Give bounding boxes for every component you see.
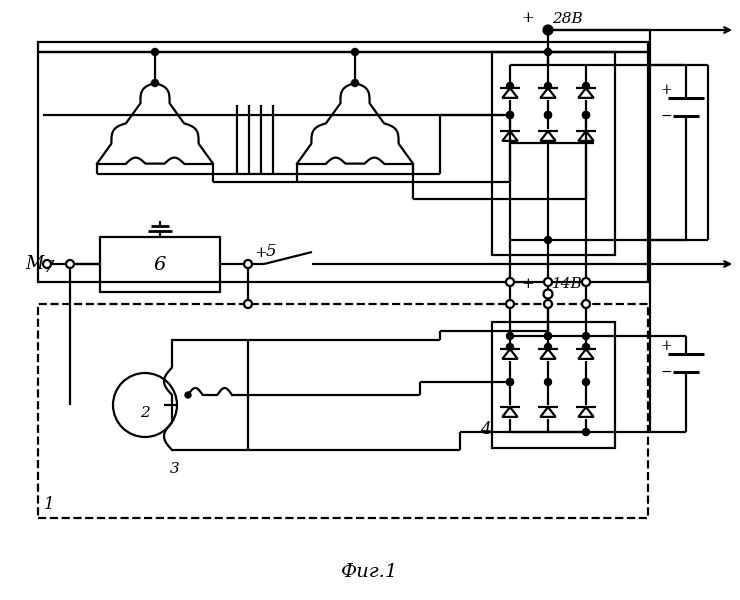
Circle shape — [352, 49, 358, 55]
Text: 6: 6 — [154, 256, 166, 274]
Circle shape — [545, 332, 551, 340]
Circle shape — [543, 289, 553, 298]
Circle shape — [506, 332, 514, 340]
Text: −: − — [660, 365, 672, 379]
Circle shape — [43, 260, 51, 268]
Circle shape — [582, 428, 590, 436]
Circle shape — [582, 300, 590, 308]
Text: 2: 2 — [140, 406, 150, 420]
Circle shape — [582, 82, 590, 89]
Bar — [38, 42, 648, 282]
Circle shape — [506, 343, 514, 350]
Circle shape — [506, 379, 514, 385]
Circle shape — [544, 278, 552, 286]
Circle shape — [545, 26, 551, 34]
Circle shape — [582, 278, 590, 286]
Circle shape — [545, 112, 551, 118]
Circle shape — [506, 379, 514, 385]
Circle shape — [506, 82, 514, 89]
Circle shape — [545, 112, 551, 118]
Bar — [492, 322, 615, 448]
Circle shape — [244, 300, 252, 308]
Circle shape — [185, 392, 191, 398]
Circle shape — [543, 25, 553, 34]
Text: M: M — [26, 255, 44, 273]
Circle shape — [545, 49, 551, 55]
Text: +: + — [521, 277, 534, 291]
Text: +: + — [660, 339, 672, 353]
Circle shape — [506, 278, 514, 286]
Circle shape — [582, 112, 590, 118]
Circle shape — [582, 343, 590, 350]
Text: Фиг.1: Фиг.1 — [341, 563, 399, 581]
Text: +: + — [521, 11, 534, 25]
Text: 4: 4 — [480, 421, 491, 438]
Circle shape — [152, 49, 158, 55]
Circle shape — [66, 260, 74, 268]
Circle shape — [545, 82, 551, 89]
Circle shape — [582, 379, 590, 385]
Circle shape — [545, 379, 551, 385]
Circle shape — [582, 332, 590, 340]
Text: +: + — [660, 83, 672, 97]
Circle shape — [545, 332, 551, 340]
Text: 14В: 14В — [552, 277, 583, 291]
Text: 28В: 28В — [552, 12, 583, 26]
Text: 1: 1 — [44, 496, 55, 513]
Bar — [38, 304, 648, 518]
Circle shape — [506, 112, 514, 118]
Text: 5: 5 — [266, 243, 277, 260]
Circle shape — [244, 260, 252, 268]
Circle shape — [582, 112, 590, 118]
Bar — [492, 52, 615, 255]
Circle shape — [506, 300, 514, 308]
Text: 3: 3 — [170, 462, 180, 476]
Text: 7: 7 — [44, 259, 55, 276]
Circle shape — [544, 300, 552, 308]
Circle shape — [506, 112, 514, 118]
Circle shape — [352, 79, 358, 86]
Circle shape — [545, 236, 551, 244]
Circle shape — [152, 79, 158, 86]
Text: +: + — [254, 246, 266, 260]
Bar — [100, 237, 220, 292]
Text: −: − — [660, 109, 672, 123]
Circle shape — [545, 343, 551, 350]
